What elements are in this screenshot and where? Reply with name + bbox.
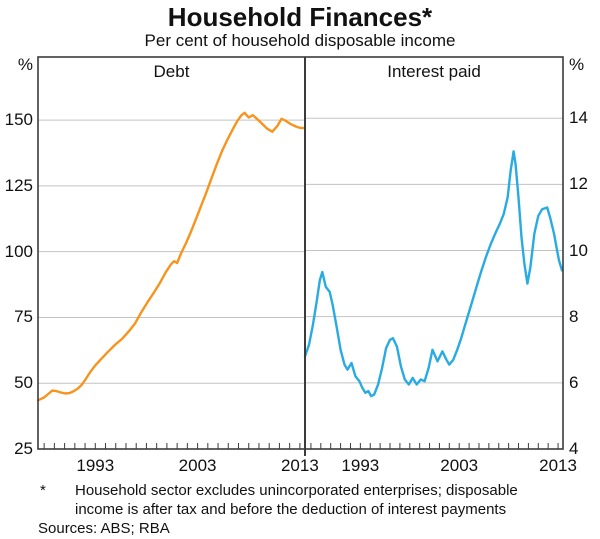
y-tick-label: 50 <box>14 373 33 393</box>
x-tick-label: 1993 <box>76 456 115 475</box>
plot-border <box>37 56 564 450</box>
y-tick-label: 10 <box>569 240 588 260</box>
x-tick-label: 2003 <box>178 456 217 475</box>
y-tick-label: 75 <box>14 307 33 327</box>
chart-title: Household Finances* <box>167 2 433 32</box>
y-tick-label: 6 <box>569 372 579 392</box>
sources-note: Sources: ABS; RBA <box>38 520 170 537</box>
y-tick-label: 14 <box>569 108 588 128</box>
y-axis-unit: % <box>17 55 33 74</box>
x-tick-label: 2013 <box>280 456 319 475</box>
y-tick-label: 125 <box>4 175 33 195</box>
y-tick-label: 150 <box>4 110 33 130</box>
footnote-marker: * <box>40 482 46 499</box>
right-panel-label: Interest paid <box>387 62 481 81</box>
x-tick-label: 2003 <box>440 456 479 475</box>
debt-line <box>36 111 305 402</box>
y-tick-label: 100 <box>4 241 33 261</box>
y-tick-label: 25 <box>14 439 33 458</box>
footnote-line-2: income is after tax and before the deduc… <box>75 501 507 518</box>
y-tick-label: 12 <box>569 174 588 194</box>
x-tick-label: 1993 <box>341 456 380 475</box>
y-axis-unit: % <box>569 55 585 74</box>
interest-paid-line <box>303 150 564 398</box>
footnote-text: Household sector excludes unincorporated… <box>75 481 585 519</box>
x-tick-label: 2013 <box>539 456 577 475</box>
footnote-line-1: Household sector excludes unincorporated… <box>75 482 518 499</box>
y-tick-label: 8 <box>569 306 579 326</box>
left-panel-label: Debt <box>153 62 190 81</box>
y-tick-label: 4 <box>569 439 579 458</box>
chart-subtitle: Per cent of household disposable income <box>144 31 456 50</box>
